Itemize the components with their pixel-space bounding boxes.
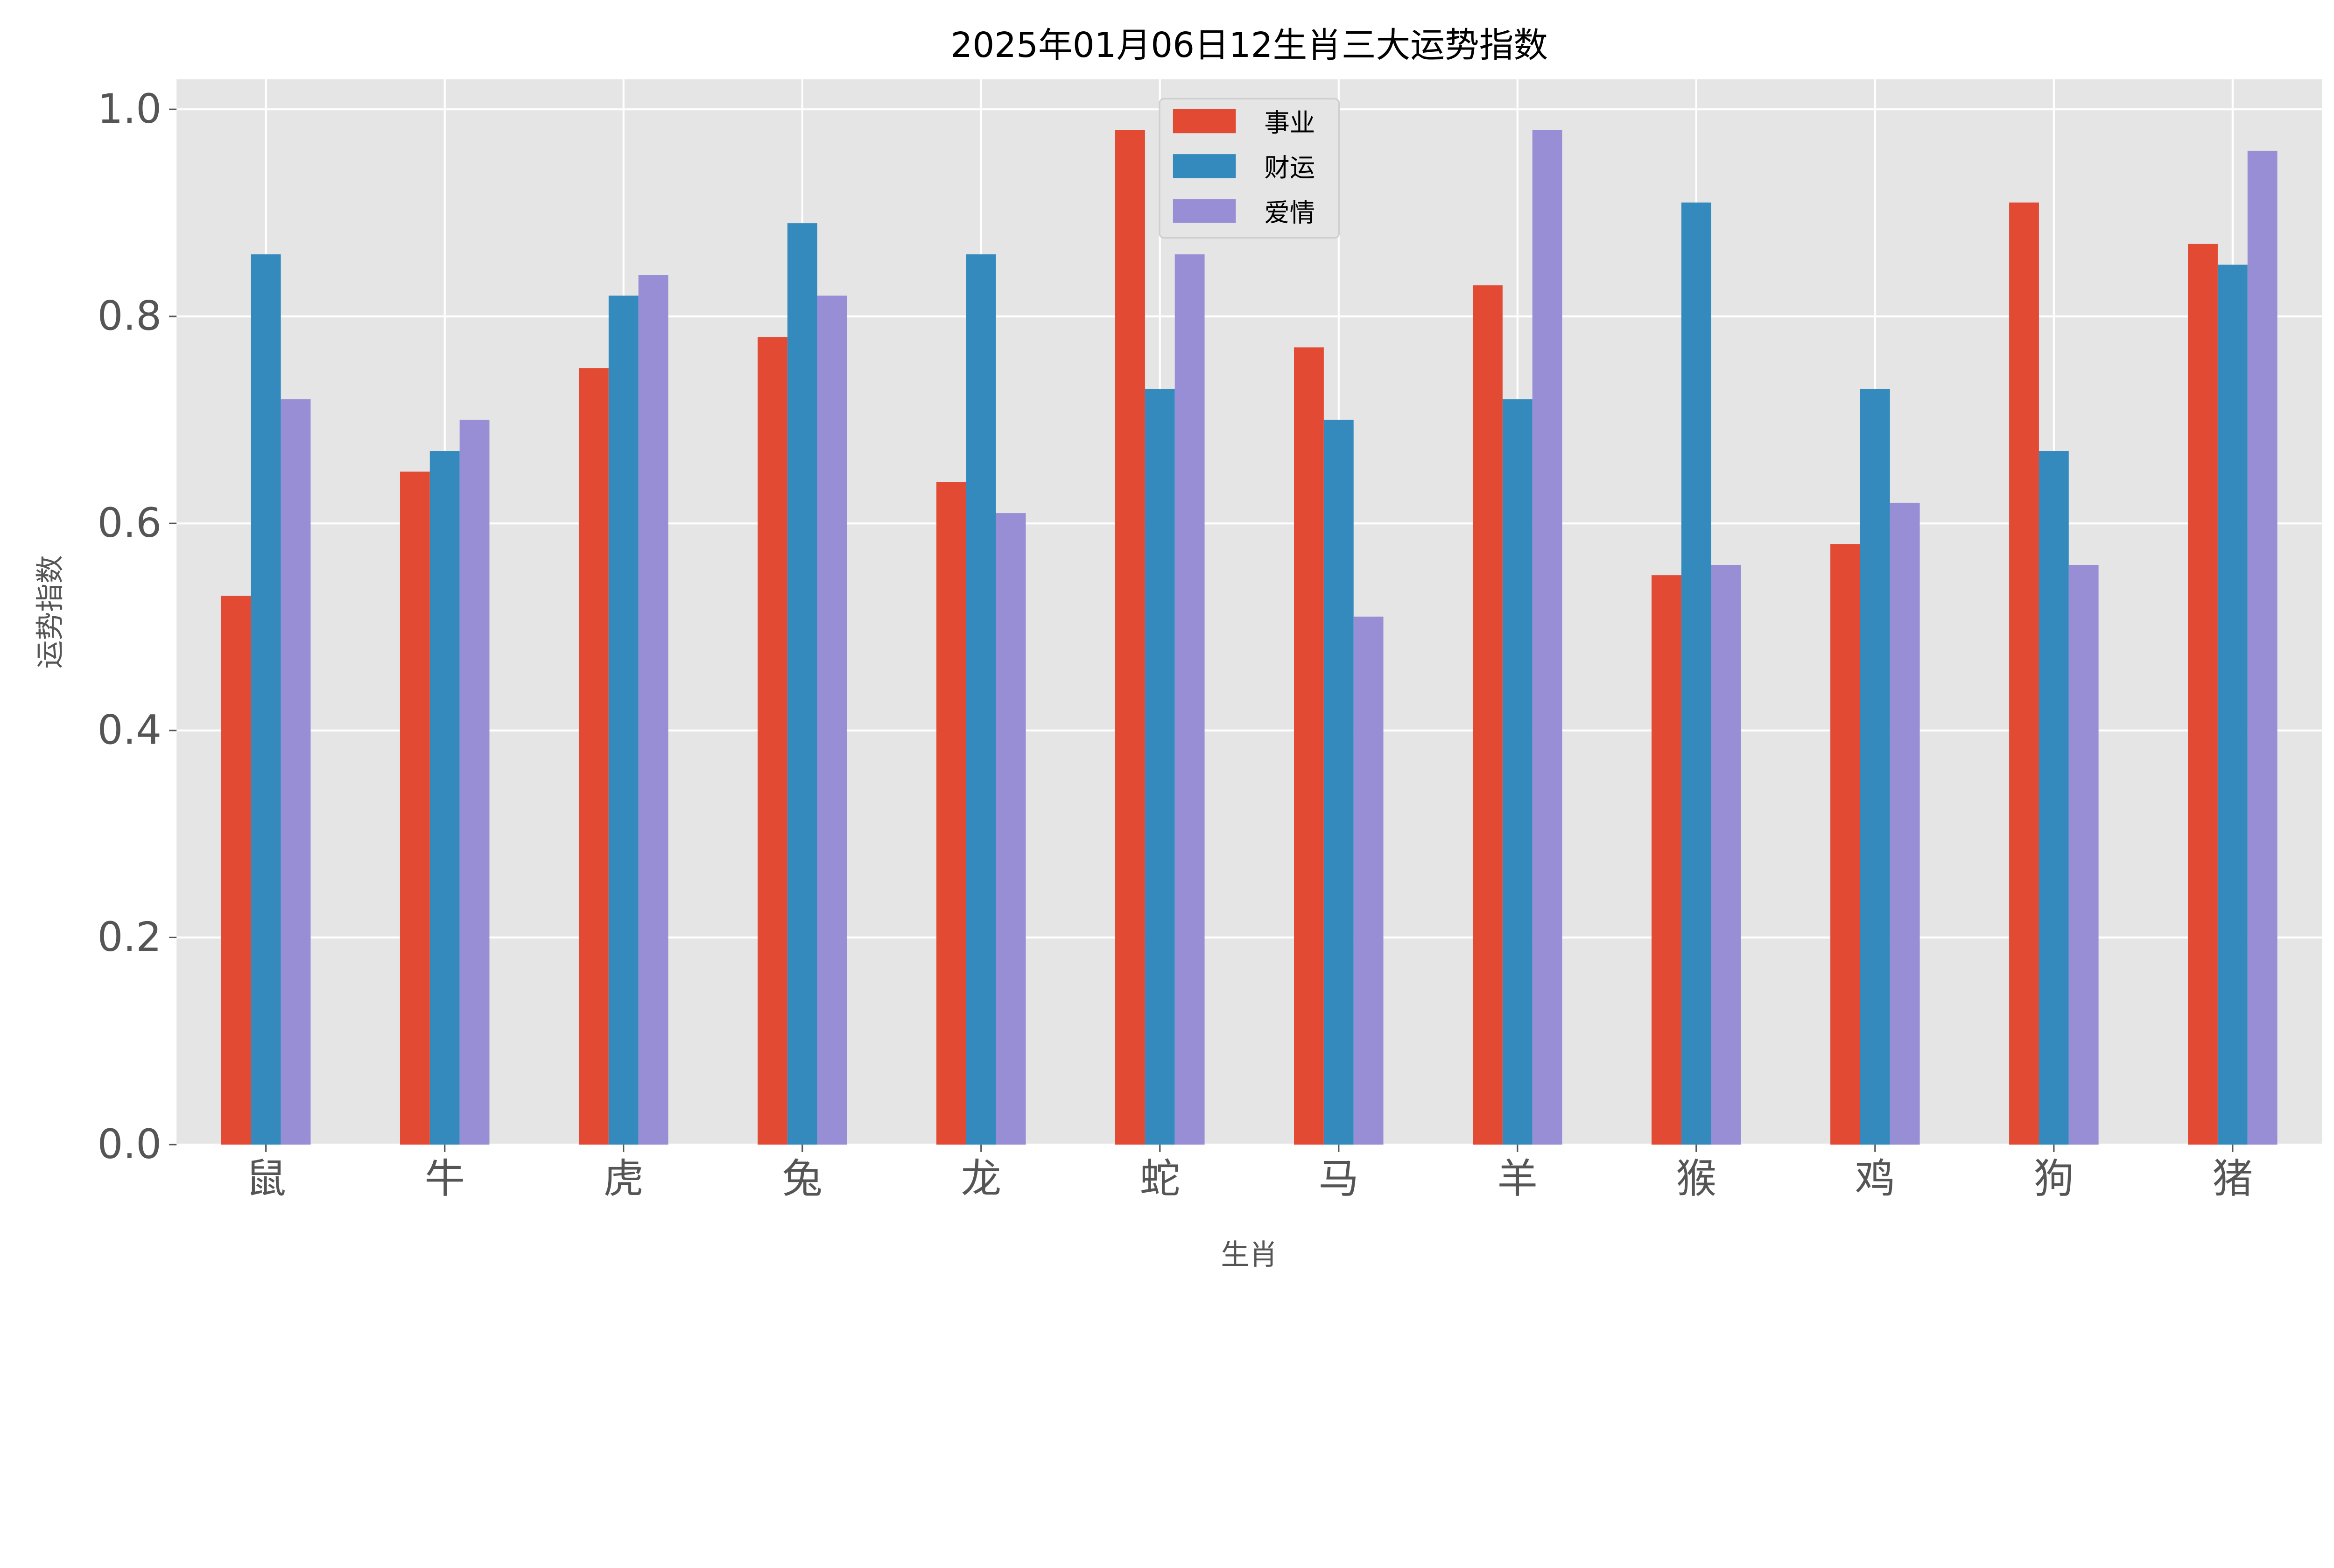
bar-事业-龙 bbox=[936, 482, 966, 1145]
x-tick-label: 马 bbox=[1319, 1155, 1359, 1202]
legend-swatch bbox=[1173, 109, 1236, 134]
legend-label: 事业 bbox=[1264, 108, 1315, 138]
bar-爱情-猪 bbox=[2247, 150, 2278, 1145]
bar-爱情-蛇 bbox=[1174, 254, 1205, 1145]
plot-background bbox=[176, 79, 2322, 1145]
bar-事业-狗 bbox=[2009, 202, 2039, 1145]
bar-爱情-虎 bbox=[638, 275, 668, 1145]
bar-爱情-龙 bbox=[996, 513, 1026, 1145]
bar-爱情-兔 bbox=[817, 295, 847, 1145]
bar-爱情-鸡 bbox=[1890, 502, 1920, 1145]
legend-label: 爱情 bbox=[1264, 197, 1315, 227]
bar-财运-猪 bbox=[2217, 264, 2248, 1145]
x-ticks: 鼠牛虎兔龙蛇马羊猴鸡狗猪 bbox=[246, 1144, 2253, 1202]
y-tick-label: 0.8 bbox=[98, 293, 162, 340]
x-tick-label: 猪 bbox=[2213, 1155, 2253, 1202]
y-tick-label: 0.0 bbox=[98, 1121, 162, 1168]
bar-财运-牛 bbox=[429, 451, 460, 1145]
legend-label: 财运 bbox=[1264, 153, 1315, 183]
x-tick-label: 狗 bbox=[2034, 1155, 2074, 1202]
x-tick-label: 牛 bbox=[424, 1155, 465, 1202]
x-tick-label: 蛇 bbox=[1140, 1155, 1181, 1202]
legend-swatch bbox=[1173, 154, 1236, 178]
bars bbox=[221, 130, 2278, 1145]
bar-事业-兔 bbox=[757, 337, 787, 1145]
y-axis-label: 运势指数 bbox=[34, 555, 67, 669]
bar-事业-猴 bbox=[1652, 575, 1681, 1145]
x-tick-label: 虎 bbox=[603, 1155, 644, 1202]
bar-爱情-鼠 bbox=[281, 399, 311, 1145]
x-tick-label: 兔 bbox=[782, 1155, 823, 1202]
bar-爱情-马 bbox=[1353, 616, 1384, 1145]
x-tick-label: 羊 bbox=[1497, 1155, 1538, 1202]
bar-爱情-牛 bbox=[459, 420, 490, 1145]
bar-财运-虎 bbox=[608, 295, 639, 1145]
bar-事业-蛇 bbox=[1115, 130, 1145, 1145]
x-tick-label: 龙 bbox=[961, 1155, 1001, 1202]
bar-财运-蛇 bbox=[1145, 388, 1175, 1145]
bar-爱情-猴 bbox=[1711, 564, 1741, 1145]
y-tick-label: 0.6 bbox=[98, 500, 162, 547]
bar-财运-鼠 bbox=[251, 254, 281, 1145]
bar-事业-猪 bbox=[2188, 244, 2218, 1145]
bar-财运-狗 bbox=[2039, 451, 2069, 1145]
y-ticks: 0.0 0.2 0.4 0.6 0.8 1.0 bbox=[98, 86, 177, 1168]
bar-财运-猴 bbox=[1681, 202, 1711, 1145]
y-tick-label: 1.0 bbox=[98, 86, 162, 133]
bar-爱情-羊 bbox=[1532, 130, 1562, 1145]
bar-事业-鼠 bbox=[221, 596, 251, 1145]
y-tick-label: 0.2 bbox=[98, 914, 162, 961]
y-tick-label: 0.4 bbox=[98, 707, 162, 754]
bar-财运-兔 bbox=[787, 223, 817, 1145]
bar-事业-鸡 bbox=[1830, 544, 1860, 1145]
x-tick-label: 鸡 bbox=[1855, 1155, 1896, 1202]
legend-swatch bbox=[1173, 199, 1236, 223]
x-axis-label: 生肖 bbox=[1221, 1238, 1278, 1271]
bar-财运-马 bbox=[1323, 420, 1354, 1145]
bar-财运-龙 bbox=[966, 254, 996, 1145]
bar-财运-鸡 bbox=[1860, 388, 1890, 1145]
chart-title: 2025年01月06日12生肖三大运势指数 bbox=[950, 26, 1548, 65]
bar-财运-羊 bbox=[1502, 399, 1533, 1145]
bar-事业-虎 bbox=[578, 368, 609, 1145]
bar-事业-牛 bbox=[400, 471, 430, 1145]
chart: 0.0 0.2 0.4 0.6 0.8 1.0 鼠 牛 虎 兔 龙 蛇 马 羊 猴 鸡 狗 猪 2025年01月… bbox=[34, 26, 2322, 1271]
bar-事业-马 bbox=[1294, 347, 1324, 1145]
bar-事业-羊 bbox=[1473, 285, 1503, 1145]
x-tick-label: 鼠 bbox=[246, 1155, 286, 1202]
bar-爱情-狗 bbox=[2068, 564, 2099, 1145]
x-tick-label: 猴 bbox=[1676, 1155, 1717, 1202]
